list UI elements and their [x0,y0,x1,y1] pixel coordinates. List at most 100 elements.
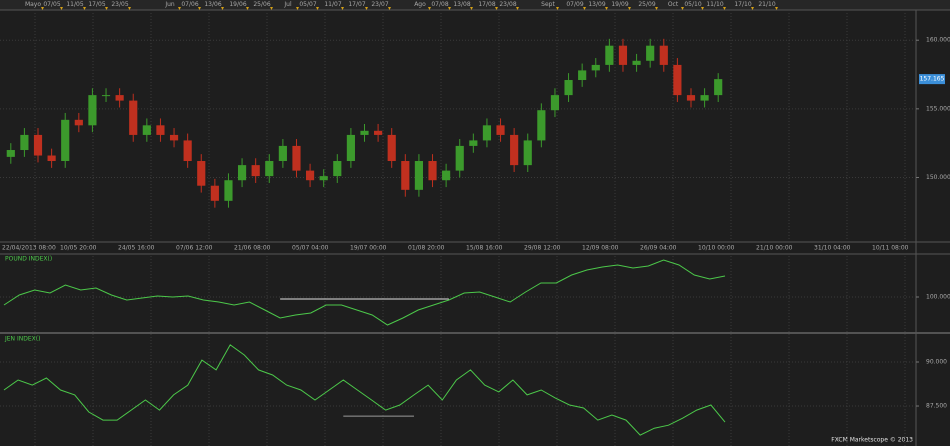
top-date-label: Sept [541,1,555,8]
period-marker [495,7,498,10]
period-marker [701,7,704,10]
top-date-label: 11/07 [324,1,341,8]
indicator-title: POUND INDEX() [5,256,52,263]
candle-body [360,130,369,135]
candle-body [61,119,70,162]
candle-body [632,60,641,65]
candle-body [169,134,179,141]
top-date-label: Mayo [25,1,41,8]
period-marker [470,7,473,10]
period-marker [516,7,519,10]
candle-body [333,161,342,177]
period-marker [681,7,684,10]
x-tick-label: 07/06 12:00 [176,245,213,252]
period-marker [655,7,658,10]
top-date-label: 13/08 [453,1,470,8]
current-price-box [919,74,945,85]
current-price-label: 157.165 [920,76,945,83]
candle-body [306,170,315,181]
x-tick-label: 10/11 08:00 [872,245,909,252]
indicator-line [3,259,726,326]
x-tick-label: 10/05 20:00 [60,245,97,252]
top-date-label: 17/07 [348,1,365,8]
y-tick-label: 90.000 [926,359,947,366]
top-date-label: 19/06 [229,1,246,8]
period-marker [365,7,368,10]
x-tick-label: 12/09 08:00 [582,245,619,252]
candle-body [714,79,723,96]
top-date-label: 17/08 [478,1,495,8]
period-marker [178,7,181,10]
candle-body [618,45,628,65]
period-marker [270,7,273,10]
top-date-label: 21/10 [758,1,775,8]
candle-body [428,161,437,181]
top-date-label: 13/06 [204,1,221,8]
candle-body [496,125,505,135]
candle-body [591,64,600,71]
top-date-label: 11/10 [706,1,723,8]
candle-body [523,140,532,166]
x-tick-label: 05/07 04:00 [292,245,329,252]
period-marker [246,7,249,10]
indicator-title: JEN INDEX() [4,336,40,343]
candle-body [686,95,696,101]
period-marker [723,7,726,10]
top-date-label: 23/07 [371,1,388,8]
candle-body [319,176,328,181]
top-date-label: 05/07 [299,1,316,8]
candle-body [237,165,247,181]
candle-body [33,134,43,156]
top-date-label: 11/05 [66,1,83,8]
candle-body [374,130,383,135]
top-date-label: 23/05 [111,1,128,8]
x-tick-label: 10/10 00:00 [698,245,735,252]
period-marker [605,7,608,10]
candle-body [455,145,464,171]
period-marker [128,7,131,10]
candle-body [564,80,573,96]
top-date-label: 07/09 [566,1,583,8]
candle-body [659,45,668,65]
x-tick-label: 21/06 08:00 [234,245,271,252]
top-date-label: 07/06 [181,1,198,8]
x-tick-label: 31/10 04:00 [814,245,851,252]
candle-body [183,140,192,162]
y-tick-label: 150.000 [926,174,950,181]
x-tick-label: 22/04/2013 08:00 [2,245,56,252]
indicator-line [3,344,726,436]
candle-body [605,45,614,65]
candle-body [129,100,138,135]
x-tick-label: 29/08 12:00 [524,245,561,252]
candle-body [387,134,396,162]
candle-body [510,134,519,166]
candle-body [401,161,410,190]
candle-body [646,45,655,61]
top-date-label: 07/08 [431,1,448,8]
candle-body [101,95,111,97]
candle-body [251,165,260,177]
x-tick-label: 26/09 04:00 [640,245,677,252]
period-marker [428,7,431,10]
candle-body [550,95,560,111]
top-date-label: Ago [414,1,426,8]
candle-body [115,95,124,101]
candle-body [537,110,546,141]
top-date-label: 13/09 [588,1,605,8]
period-marker [221,7,224,10]
top-date-label: 17/10 [734,1,751,8]
candle-body [278,145,287,162]
candle-body [88,95,97,126]
period-marker [628,7,631,10]
candle-body [578,70,587,81]
candle-body [442,170,451,181]
top-date-label: 17/05 [88,1,105,8]
period-marker [556,7,559,10]
period-marker [296,7,299,10]
top-date-label: 07/05 [43,1,60,8]
candle-body [346,134,355,162]
candle-body [469,140,478,146]
candle-body [47,155,56,162]
